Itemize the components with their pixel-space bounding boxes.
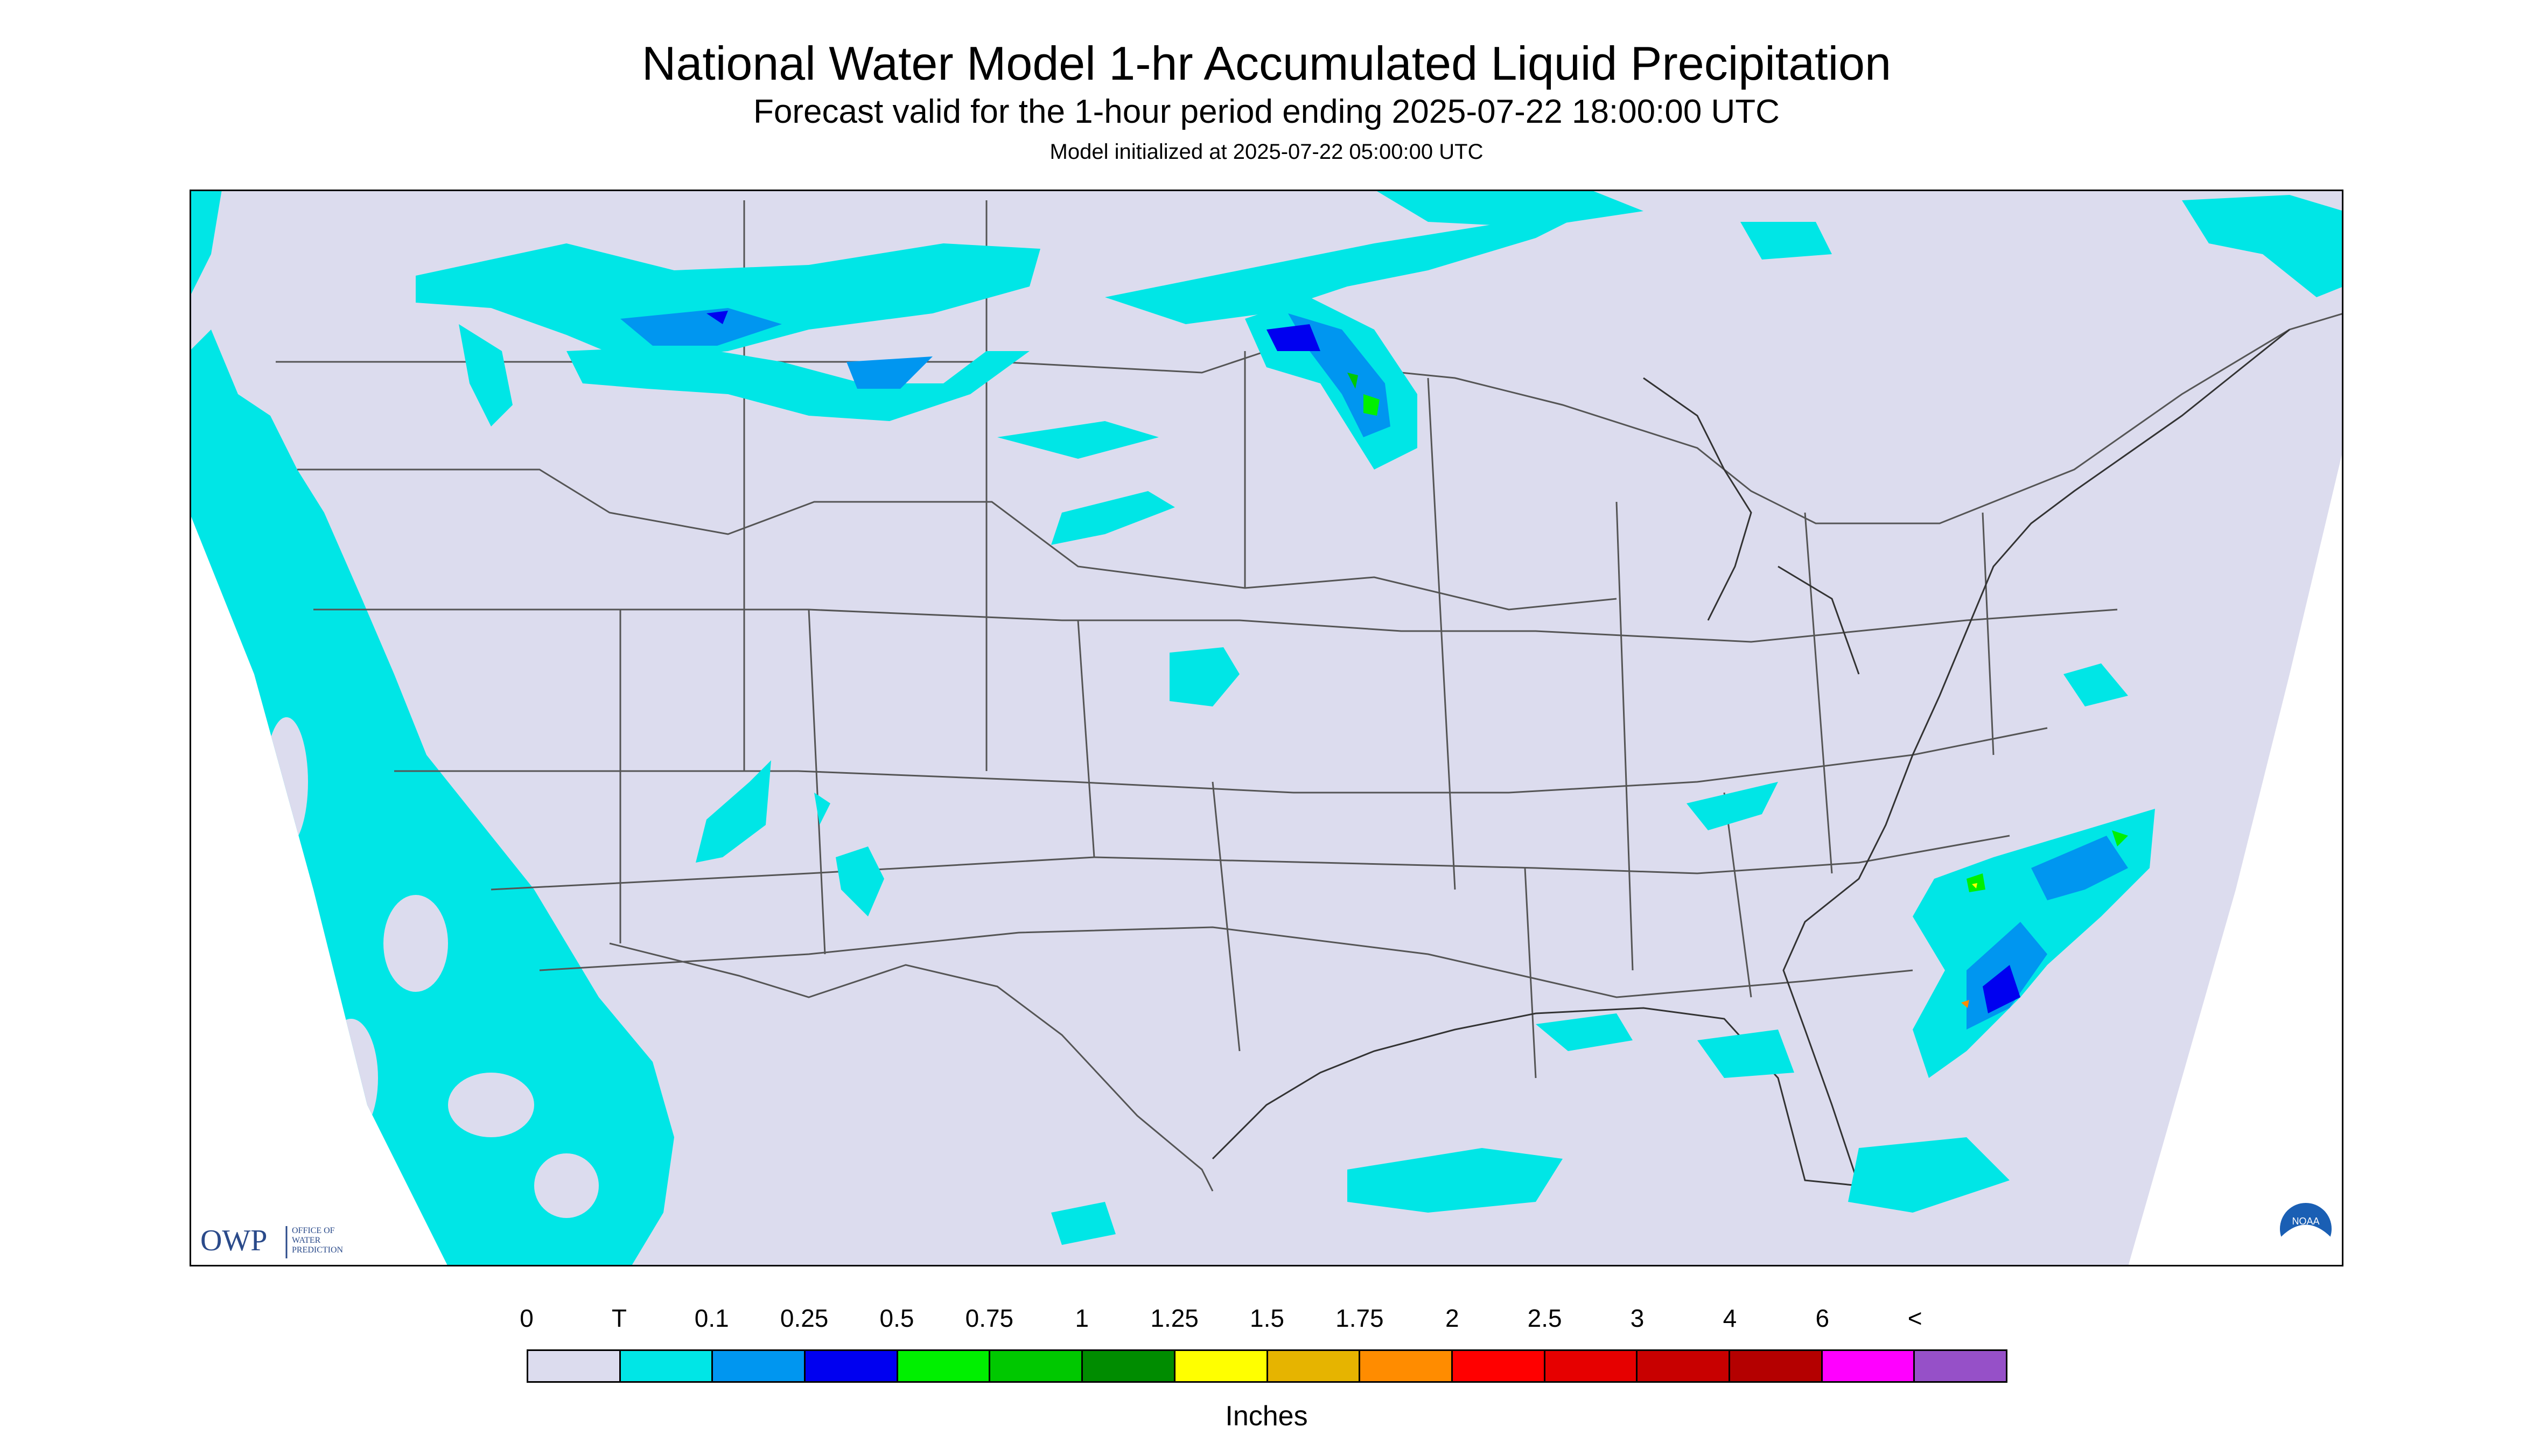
legend-swatch	[1915, 1351, 2006, 1381]
model-domain	[190, 190, 2343, 1266]
legend-tick: 0.1	[694, 1304, 729, 1332]
legend-swatch	[1360, 1351, 1453, 1381]
precip-great-lakes	[997, 190, 1643, 545]
precip-gulf	[1051, 1013, 2010, 1245]
precip-northeast-canada	[1740, 195, 2343, 297]
legend-swatch	[620, 1351, 713, 1381]
legend-swatch	[1083, 1351, 1175, 1381]
svg-text:PREDICTION: PREDICTION	[292, 1245, 344, 1255]
precip-southwest	[696, 647, 1778, 916]
legend-tick: 1	[1075, 1304, 1089, 1332]
svg-text:OWP: OWP	[200, 1224, 267, 1257]
legend-units: Inches	[1225, 1401, 1308, 1432]
legend-swatch	[1545, 1351, 1638, 1381]
legend-swatch	[806, 1351, 898, 1381]
legend-tick: 0	[520, 1304, 534, 1332]
legend-tick: 3	[1630, 1304, 1645, 1332]
legend-swatches	[527, 1349, 2007, 1383]
legend-tick: 4	[1723, 1304, 1737, 1332]
legend-swatch	[1452, 1351, 1545, 1381]
forecast-valid-subtitle: Forecast valid for the 1-hour period end…	[753, 93, 1780, 130]
legend-tick: 1.5	[1250, 1304, 1284, 1332]
legend-tick: 0.5	[879, 1304, 914, 1332]
legend-tick: T	[611, 1304, 627, 1332]
legend-tick: 1.75	[1335, 1304, 1384, 1332]
legend-swatch	[528, 1351, 621, 1381]
map-frame	[190, 190, 2343, 1266]
legend-tick: 0.25	[780, 1304, 829, 1332]
precip-northwest	[416, 243, 1040, 426]
noaa-logo: NOAA	[2280, 1203, 2332, 1256]
svg-text:NOAA: NOAA	[2292, 1216, 2319, 1227]
legend-swatch	[713, 1351, 806, 1381]
legend-tick: 1.25	[1150, 1304, 1199, 1332]
legend-swatch	[1175, 1351, 1268, 1381]
legend-swatch	[898, 1351, 991, 1381]
legend-tick: 2	[1445, 1304, 1459, 1332]
us-mexico-border	[609, 942, 1214, 1192]
owp-logo: OWP OFFICE OF WATER PREDICTION	[200, 1224, 344, 1258]
precipitation-map[interactable]: OWP OFFICE OF WATER PREDICTION NOAA	[190, 190, 2343, 1266]
model-init-label: Model initialized at 2025-07-22 05:00:00…	[1049, 140, 1484, 164]
svg-text:OFFICE OF: OFFICE OF	[292, 1226, 335, 1235]
precip-atlantic	[1913, 663, 2155, 1078]
legend-tick: 0.75	[965, 1304, 1014, 1332]
legend-swatch	[1730, 1351, 1823, 1381]
legend-swatch	[1822, 1351, 1915, 1381]
legend-tick: 2.5	[1527, 1304, 1562, 1332]
us-canada-border	[276, 312, 2343, 524]
legend-swatch	[1638, 1351, 1730, 1381]
legend-swatch	[1268, 1351, 1361, 1381]
coastline	[1212, 328, 2290, 1187]
map-title: National Water Model 1-hr Accumulated Li…	[641, 37, 1892, 90]
legend-swatch	[990, 1351, 1083, 1381]
legend-tick: <	[1907, 1304, 1922, 1332]
precip-legend: 0 T 0.1 0.25 0.5 0.75 1 1.25 1.5 1.75 2 2.5 3 4 6 <	[520, 1303, 2007, 1432]
svg-text:WATER: WATER	[292, 1236, 321, 1245]
legend-tick: 6	[1815, 1304, 1830, 1332]
